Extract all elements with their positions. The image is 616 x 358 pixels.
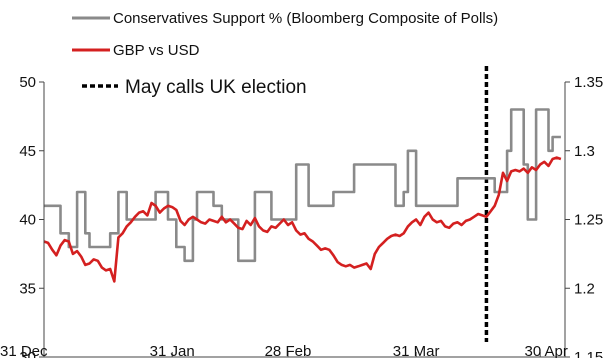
axes-group: 30 35 40 45 50 1.15 1.2 1.25 1.3 1.35 31 Dec 31 Jan…: [0, 74, 603, 358]
legend-label: GBP vs USD: [113, 42, 200, 59]
series-group: [43, 108, 562, 283]
y-left-tick-label: 50: [19, 74, 36, 91]
y-right-tick-label: 1.35: [574, 74, 603, 91]
x-tick-label: 31 Jan: [150, 343, 195, 358]
y-right-tick-label: 1.25: [574, 212, 603, 229]
y-left-tick-label: 35: [19, 280, 36, 297]
legend-label: Conservatives Support % (Bloomberg Compo…: [113, 10, 498, 27]
legend: Conservatives Support % (Bloomberg Compo…: [72, 10, 498, 98]
y-right-tick-label: 1.3: [574, 143, 595, 160]
y-left-tick-label: 30: [19, 349, 36, 358]
x-tick-label: 30 Apr: [525, 343, 568, 358]
series-line-gbp-usd: [43, 156, 562, 283]
y-right-tick-label: 1.2: [574, 280, 595, 297]
series-line-conservatives: [44, 108, 561, 263]
x-tick-label: 31 Dec: [0, 343, 48, 358]
legend-item-conservatives: Conservatives Support % (Bloomberg Compo…: [72, 10, 498, 27]
x-tick-label: 28 Feb: [265, 343, 312, 358]
y-left-tick-label: 45: [19, 143, 36, 160]
legend-item-gbp-usd: GBP vs USD: [72, 42, 200, 59]
legend-item-event: May calls UK election: [82, 77, 307, 98]
y-right-tick-label: 1.15: [574, 349, 603, 358]
x-tick-label: 31 Mar: [393, 343, 440, 358]
y-left-tick-label: 40: [19, 212, 36, 229]
legend-label: May calls UK election: [125, 77, 307, 98]
